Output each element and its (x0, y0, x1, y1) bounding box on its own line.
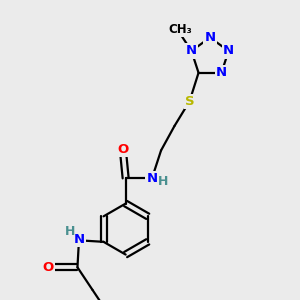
Text: N: N (74, 233, 85, 246)
Text: N: N (204, 31, 216, 44)
Text: S: S (185, 95, 194, 108)
Text: H: H (158, 175, 169, 188)
Text: N: N (223, 44, 234, 58)
Text: O: O (43, 261, 54, 274)
Text: CH₃: CH₃ (168, 23, 192, 37)
Text: O: O (118, 143, 129, 156)
Text: H: H (65, 225, 75, 239)
Text: N: N (216, 66, 227, 79)
Text: N: N (186, 44, 197, 58)
Text: N: N (146, 172, 158, 184)
